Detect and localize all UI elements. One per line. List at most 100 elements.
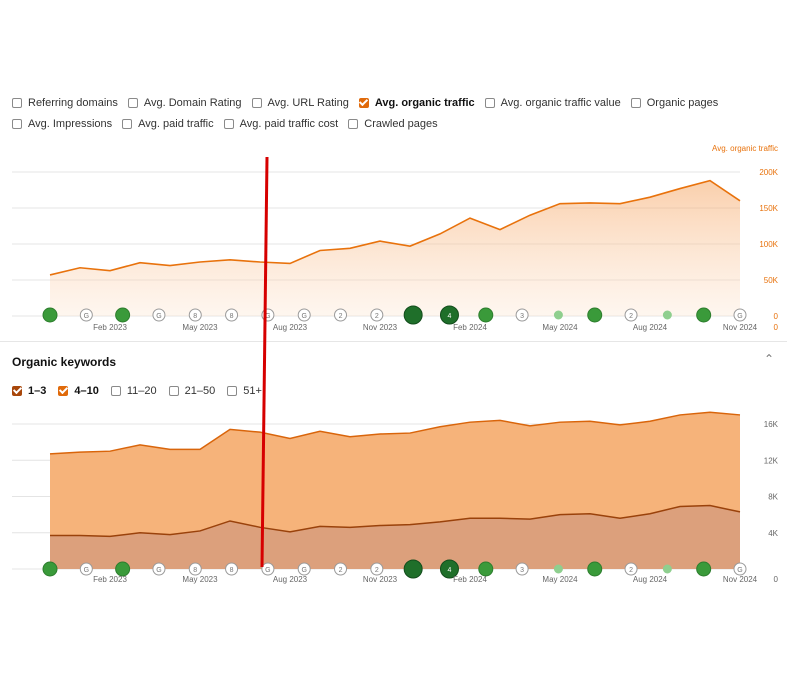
annotation-marker[interactable]: G	[297, 562, 311, 576]
annotation-marker-label: 8	[230, 313, 234, 320]
checkbox-avg-organic-traffic-value[interactable]: Avg. organic traffic value	[484, 97, 621, 109]
annotation-marker[interactable]: 3	[515, 562, 529, 576]
checkbox-1-3[interactable]: 1–3	[12, 385, 46, 397]
x-tick-label: Aug 2024	[633, 575, 668, 584]
annotation-marker[interactable]	[553, 310, 563, 320]
annotation-marker[interactable]	[403, 559, 423, 579]
annotation-marker[interactable]: G	[79, 308, 93, 322]
annotation-marker[interactable]: G	[297, 308, 311, 322]
checkbox-empty-icon[interactable]	[168, 386, 179, 396]
annotation-marker[interactable]	[42, 561, 58, 577]
annotation-marker[interactable]	[403, 305, 423, 325]
annotation-marker[interactable]: 8	[188, 308, 202, 322]
checkbox-checked-icon[interactable]	[58, 386, 69, 396]
annotation-marker[interactable]	[115, 307, 131, 323]
series-1-3-area	[50, 505, 740, 569]
checkbox-empty-icon[interactable]	[110, 386, 121, 396]
annotation-marker-label: 2	[375, 567, 379, 574]
annotation-marker[interactable]	[587, 561, 603, 577]
checkbox-avg-organic-traffic[interactable]: Avg. organic traffic	[358, 97, 475, 109]
y-tick-label: 16K	[764, 420, 779, 429]
annotation-marker-label: 8	[193, 313, 197, 320]
checkbox-empty-icon[interactable]	[223, 119, 234, 129]
y-tick-label: 0	[774, 312, 779, 321]
checkbox-empty-icon[interactable]	[251, 98, 262, 108]
checkbox-empty-icon[interactable]	[484, 98, 495, 108]
annotation-marker[interactable]: 2	[624, 562, 638, 576]
annotation-marker-label: 3	[520, 567, 524, 574]
keyword-position-filters: 1–3 4–10 11–20 21–50 51+	[12, 385, 274, 397]
annotation-marker[interactable]: 4	[439, 305, 459, 325]
annotation-marker[interactable]: 8	[188, 562, 202, 576]
annotation-marker[interactable]	[42, 307, 58, 323]
checkbox-empty-icon[interactable]	[630, 98, 641, 108]
chevron-up-icon[interactable]: ⌃	[764, 352, 775, 366]
annotation-marker[interactable]: G	[733, 308, 747, 322]
checkbox-51[interactable]: 51+	[227, 385, 262, 397]
annotation-marker[interactable]: 2	[370, 562, 384, 576]
checkbox-empty-icon[interactable]	[348, 119, 359, 129]
annotation-marker[interactable]: 4	[439, 559, 459, 579]
organic-traffic-chart: 200K 150K 100K 50K 0 Avg. organic traffic G G 8 8…	[12, 144, 779, 332]
checkbox-label: Avg. Impressions	[28, 118, 113, 130]
checkbox-empty-icon[interactable]	[12, 119, 22, 129]
annotation-marker[interactable]: 2	[370, 308, 384, 322]
annotation-marker[interactable]	[478, 307, 494, 323]
annotation-marker[interactable]: G	[733, 562, 747, 576]
checkbox-empty-icon[interactable]	[127, 98, 138, 108]
annotation-marker[interactable]	[478, 561, 494, 577]
annotation-marker[interactable]	[115, 561, 131, 577]
y-tick-label: 150K	[759, 204, 778, 213]
annotation-marker[interactable]: G	[152, 562, 166, 576]
annotation-marker[interactable]: 8	[225, 308, 239, 322]
y-tick-label: 4K	[768, 529, 778, 538]
checkbox-checked-icon[interactable]	[358, 98, 369, 108]
annotation-marker[interactable]	[553, 564, 563, 574]
annotation-marker[interactable]: 8	[225, 562, 239, 576]
annotation-marker[interactable]	[587, 307, 603, 323]
checkbox-label: Avg. organic traffic	[374, 97, 475, 109]
checkbox-organic-pages[interactable]: Organic pages	[630, 97, 718, 109]
checkbox-21-50[interactable]: 21–50	[168, 385, 216, 397]
checkbox-crawled-pages[interactable]: Crawled pages	[348, 118, 438, 130]
checkbox-avg-domain-rating[interactable]: Avg. Domain Rating	[127, 97, 242, 109]
annotation-marker-label: G	[156, 313, 161, 320]
annotation-marker[interactable]: G	[152, 308, 166, 322]
x-tick-label: Nov 2023	[363, 323, 398, 332]
x-tick-label: Feb 2023	[93, 323, 127, 332]
x-tick-label: Aug 2023	[273, 323, 308, 332]
checkbox-avg-url-rating[interactable]: Avg. URL Rating	[251, 97, 349, 109]
checkbox-avg-paid-traffic[interactable]: Avg. paid traffic	[122, 118, 214, 130]
checkbox-avg-paid-traffic-cost[interactable]: Avg. paid traffic cost	[223, 118, 338, 130]
x-tick-label: May 2024	[542, 575, 578, 584]
checkbox-label: 4–10	[74, 385, 99, 397]
annotation-marker[interactable]	[696, 307, 712, 323]
checkbox-4-10[interactable]: 4–10	[58, 385, 99, 397]
annotation-marker[interactable]: G	[261, 562, 275, 576]
annotation-marker[interactable]: 2	[334, 562, 348, 576]
annotation-marker[interactable]	[662, 310, 672, 320]
y-tick-label: 12K	[764, 456, 779, 465]
checkbox-empty-icon[interactable]	[122, 119, 133, 129]
checkbox-11-20[interactable]: 11–20	[110, 385, 157, 397]
checkbox-empty-icon[interactable]	[227, 386, 238, 396]
annotation-marker-label: G	[737, 567, 742, 574]
annotation-marker-label: 2	[629, 567, 633, 574]
checkbox-avg-impressions[interactable]: Avg. Impressions	[12, 118, 112, 130]
annotation-marker[interactable]: G	[79, 562, 93, 576]
annotation-marker[interactable]: 3	[515, 308, 529, 322]
series-1-3-line	[50, 504, 741, 538]
annotation-marker[interactable]: 2	[624, 308, 638, 322]
checkbox-label: 21–50	[184, 385, 216, 397]
annotation-marker-label: 4	[448, 567, 452, 574]
checkbox-empty-icon[interactable]	[12, 98, 22, 108]
checkbox-label: Avg. URL Rating	[267, 97, 349, 109]
annotation-marker[interactable]	[696, 561, 712, 577]
annotation-marker[interactable]	[662, 564, 672, 574]
annotation-marker-label: 3	[520, 313, 524, 320]
annotation-marker[interactable]: 2	[334, 308, 348, 322]
checkbox-referring-domains[interactable]: Referring domains	[12, 97, 118, 109]
y-tick-label: 0	[774, 575, 779, 584]
checkbox-checked-icon[interactable]	[12, 386, 22, 396]
x-tick-label: Nov 2024	[723, 323, 758, 332]
